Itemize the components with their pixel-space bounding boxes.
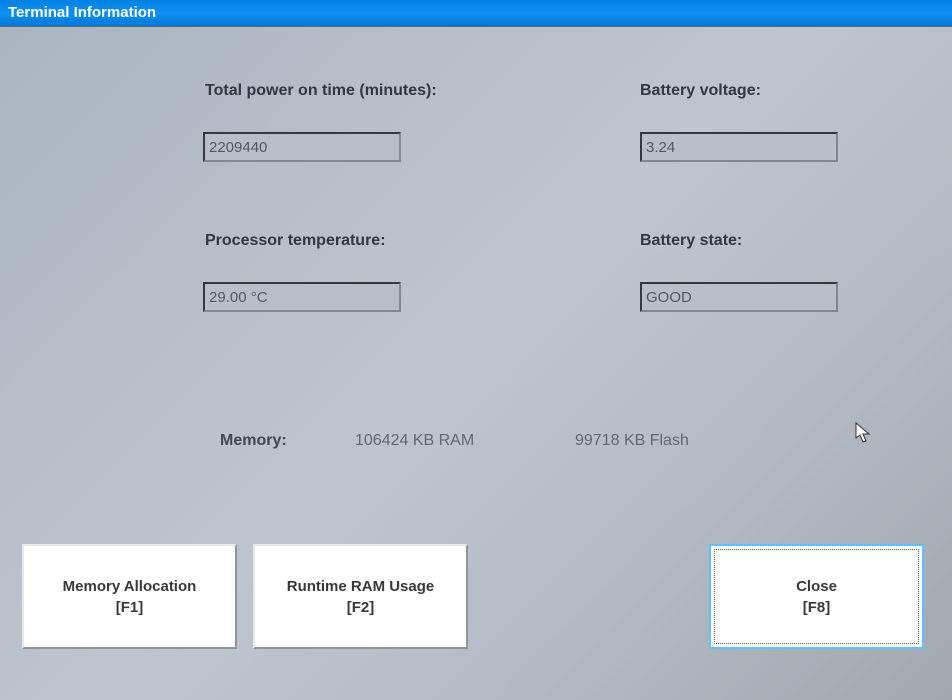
- power-on-time-field: [203, 132, 401, 162]
- battery-voltage-label: Battery voltage:: [640, 82, 761, 100]
- title-bar: Terminal Information: [0, 0, 952, 27]
- window-title: Terminal Information: [8, 4, 156, 21]
- battery-state-field: [640, 282, 838, 312]
- processor-temp-field: [203, 282, 401, 312]
- memory-allocation-button[interactable]: Memory Allocation [F1]: [22, 544, 237, 649]
- memory-ram-value: 106424 KB RAM: [355, 432, 474, 450]
- memory-flash-value: 99718 KB Flash: [575, 432, 689, 450]
- power-on-time-label: Total power on time (minutes):: [205, 82, 437, 100]
- button-label-line1: Memory Allocation: [63, 576, 197, 597]
- button-label-line2: [F8]: [803, 597, 831, 618]
- memory-label: Memory:: [220, 432, 287, 450]
- battery-voltage-field: [640, 132, 838, 162]
- runtime-ram-button[interactable]: Runtime RAM Usage [F2]: [253, 544, 468, 649]
- content-area: Total power on time (minutes): Battery v…: [0, 27, 952, 700]
- battery-state-label: Battery state:: [640, 232, 742, 250]
- button-label-line1: Runtime RAM Usage: [287, 576, 435, 597]
- button-label-line1: Close: [796, 576, 837, 597]
- button-label-line2: [F1]: [116, 597, 144, 618]
- close-button[interactable]: Close [F8]: [709, 544, 924, 649]
- button-label-line2: [F2]: [347, 597, 375, 618]
- processor-temp-label: Processor temperature:: [205, 232, 386, 250]
- cursor-icon: [855, 422, 873, 444]
